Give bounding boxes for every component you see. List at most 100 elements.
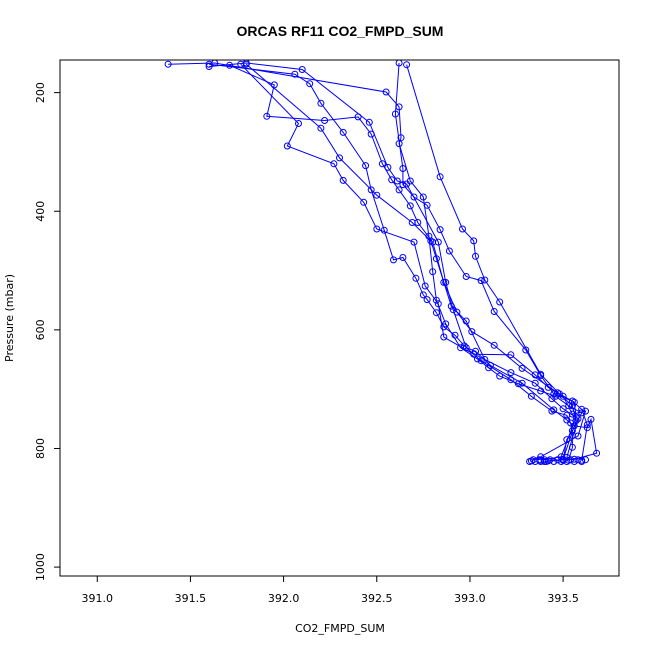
data-point xyxy=(555,390,563,398)
data-point xyxy=(388,176,396,184)
data-point xyxy=(518,364,526,372)
data-point xyxy=(445,247,453,255)
data-point xyxy=(391,110,399,118)
x-tick-label: 391.0 xyxy=(82,592,114,605)
data-point xyxy=(537,370,545,378)
data-point xyxy=(317,124,325,132)
data-point xyxy=(317,99,325,107)
data-point xyxy=(477,277,485,285)
y-tick-label: 800 xyxy=(34,438,47,459)
data-point xyxy=(462,273,470,280)
data-point xyxy=(442,278,450,286)
data-point xyxy=(522,346,530,354)
data-point xyxy=(568,402,576,410)
data-point xyxy=(568,397,576,405)
data-point xyxy=(378,160,386,168)
data-point xyxy=(164,60,172,68)
data-point xyxy=(306,80,314,88)
data-point xyxy=(406,202,414,210)
data-point xyxy=(546,456,554,464)
x-tick-label: 391.5 xyxy=(175,592,207,605)
data-point xyxy=(263,112,271,120)
data-point xyxy=(481,276,489,284)
data-point xyxy=(574,432,582,440)
data-point xyxy=(570,458,578,465)
data-point xyxy=(321,117,329,124)
data-point xyxy=(336,154,343,162)
data-point xyxy=(354,113,362,121)
data-point xyxy=(563,453,571,461)
data-point xyxy=(548,407,556,415)
data-point xyxy=(567,456,575,464)
data-point xyxy=(440,333,448,341)
y-tick-label: 200 xyxy=(34,82,47,103)
x-axis: 391.0 391.5 392.0 392.5 393.0 393.5 xyxy=(82,576,579,605)
data-point xyxy=(339,128,347,136)
x-tick-label: 393.0 xyxy=(454,592,486,605)
data-point xyxy=(490,308,498,315)
data-point xyxy=(550,458,558,465)
y-tick-label: 400 xyxy=(34,201,47,222)
data-point xyxy=(507,351,515,359)
data-point xyxy=(298,66,306,73)
data-point xyxy=(578,458,586,465)
profile-line-5 xyxy=(229,64,577,461)
data-point xyxy=(367,186,375,194)
data-point xyxy=(421,282,429,290)
data-point xyxy=(496,298,504,306)
data-point xyxy=(291,70,299,78)
data-point xyxy=(339,176,347,184)
data-point xyxy=(429,238,437,246)
data-point xyxy=(473,355,481,363)
data-point xyxy=(365,118,373,126)
data-point xyxy=(559,456,567,464)
data-point xyxy=(436,226,444,234)
data-point xyxy=(544,383,552,391)
profile-line-7 xyxy=(406,64,577,462)
data-point xyxy=(410,193,418,201)
profile-line-8 xyxy=(245,63,579,458)
data-point xyxy=(470,350,478,358)
data-point xyxy=(531,379,539,387)
profile-line-1 xyxy=(168,62,583,461)
plot-area xyxy=(164,59,601,465)
data-point xyxy=(440,323,448,331)
data-point xyxy=(468,328,476,336)
plot-frame xyxy=(59,59,620,577)
data-point xyxy=(447,302,455,310)
data-point xyxy=(429,268,437,276)
data-point xyxy=(399,181,407,189)
data-point xyxy=(574,456,582,464)
x-tick-label: 393.5 xyxy=(547,592,579,605)
data-point xyxy=(440,278,448,286)
data-point xyxy=(360,198,368,206)
data-point xyxy=(570,398,578,406)
data-point xyxy=(462,317,470,325)
data-point xyxy=(410,238,418,246)
data-point xyxy=(367,130,375,138)
data-point xyxy=(403,61,411,69)
data-point xyxy=(507,369,515,377)
data-point xyxy=(574,415,582,423)
data-point xyxy=(481,356,489,363)
data-point xyxy=(432,296,440,304)
data-point xyxy=(559,405,567,413)
data-point xyxy=(226,61,234,69)
data-point xyxy=(205,60,213,68)
x-axis-label: CO2_FMPD_SUM xyxy=(295,622,385,635)
data-point xyxy=(390,256,397,264)
data-point xyxy=(453,308,461,316)
data-point xyxy=(436,173,444,181)
data-point xyxy=(527,392,535,400)
data-point xyxy=(399,254,407,261)
data-point xyxy=(382,88,390,96)
data-point xyxy=(419,291,427,299)
data-point xyxy=(472,252,479,260)
chart-title: ORCAS RF11 CO2_FMPD_SUM xyxy=(237,23,444,39)
y-axis-label: Pressure (mbar) xyxy=(3,274,16,362)
data-point xyxy=(412,274,420,282)
data-point xyxy=(205,63,213,70)
data-point xyxy=(548,395,556,403)
